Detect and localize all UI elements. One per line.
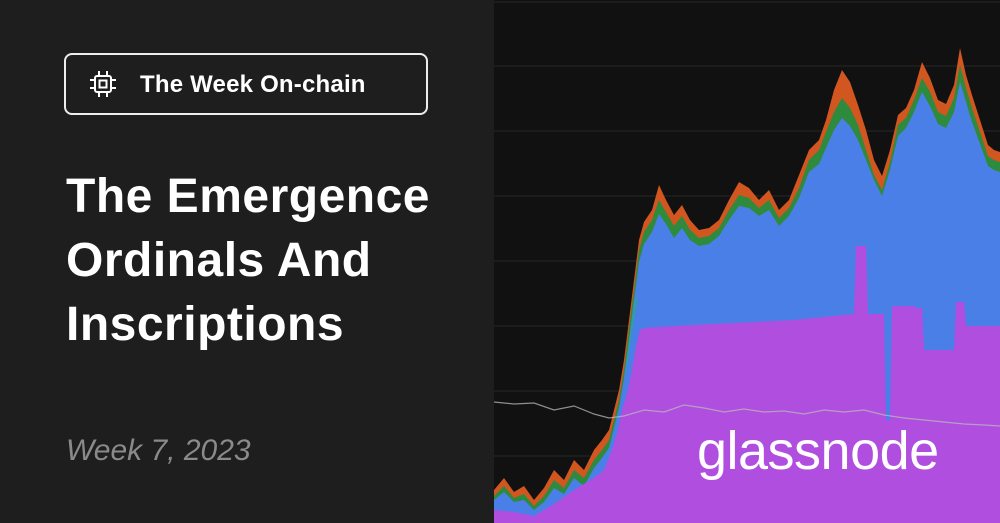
decorative-chart xyxy=(494,1,1000,523)
purple-layer xyxy=(494,246,1000,523)
text-panel: The Week On-chain The Emergence Ordinals… xyxy=(0,0,494,523)
chart-panel: glassnode xyxy=(494,0,1000,523)
page-title: The Emergence Ordinals And Inscriptions xyxy=(66,165,486,357)
chip-icon xyxy=(90,71,116,97)
teal-accent xyxy=(624,296,638,378)
title-line-2: Ordinals And xyxy=(66,234,372,287)
series-label: The Week On-chain xyxy=(140,71,366,98)
brand-logo: glassnode xyxy=(697,421,939,481)
price-line xyxy=(494,401,1000,427)
title-line-3: Inscriptions xyxy=(66,298,345,351)
series-badge: The Week On-chain xyxy=(64,53,428,115)
week-label: Week 7, 2023 xyxy=(66,434,251,467)
title-line-1: The Emergence xyxy=(66,170,430,223)
